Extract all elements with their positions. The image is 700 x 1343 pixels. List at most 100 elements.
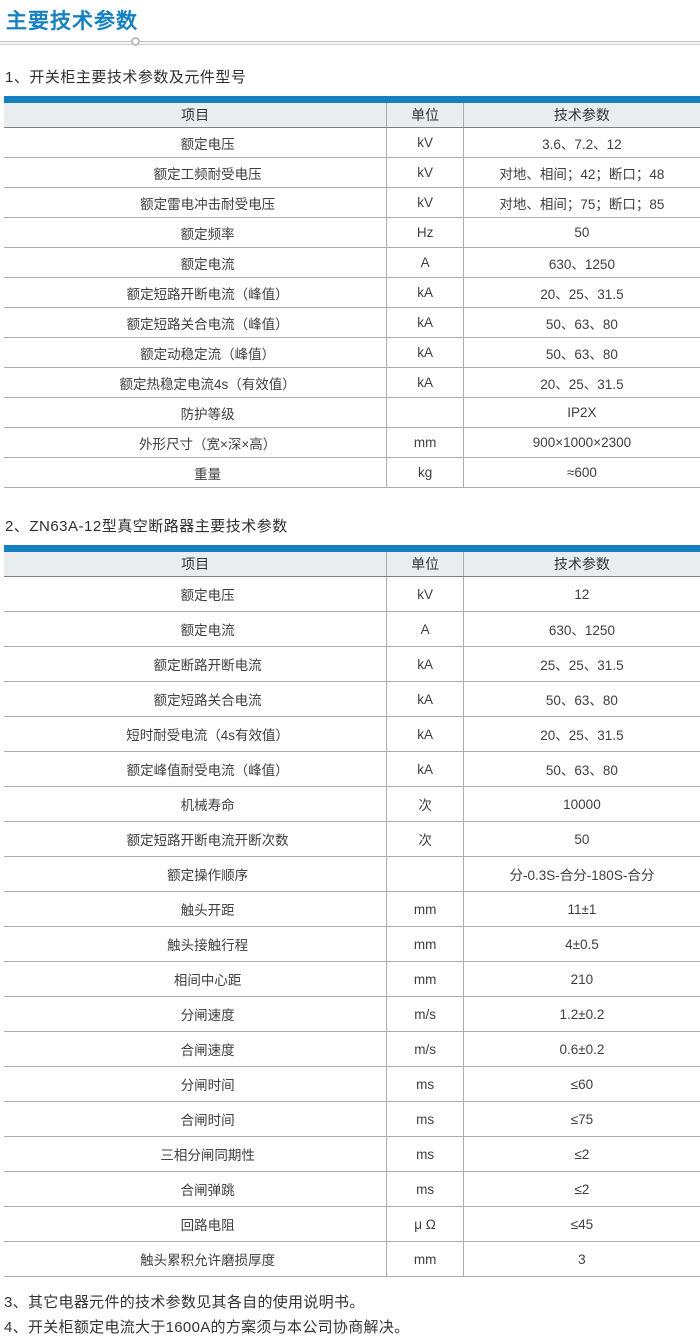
spec-item-label: 额定短路关合电流（峰值） <box>4 307 387 338</box>
spec-unit: m/s <box>386 996 464 1032</box>
spec-unit <box>386 856 464 892</box>
spec-value: ≤75 <box>463 1101 700 1137</box>
spec-value: 对地、相间；42；断口；48 <box>463 157 700 188</box>
spec-value: 900×1000×2300 <box>463 427 700 458</box>
spec-value: ≤2 <box>463 1171 700 1207</box>
spec-unit: kA <box>386 716 464 752</box>
spec-item-label: 额定短路开断电流（峰值） <box>4 277 387 308</box>
table-row: 额定热稳定电流4s（有效值） kA 20、25、31.5 <box>4 367 700 398</box>
spec-item-label: 额定峰值耐受电流（峰值） <box>4 751 387 787</box>
spec-item-label: 额定雷电冲击耐受电压 <box>4 187 387 218</box>
spec-value: 4±0.5 <box>463 926 700 962</box>
table-row: 额定短路开断电流开断次数 次 50 <box>4 821 700 857</box>
table-row: 分闸速度 m/s 1.2±0.2 <box>4 996 700 1032</box>
spec-value: 12 <box>463 576 700 612</box>
spec-item-label: 额定动稳定流（峰值） <box>4 337 387 368</box>
spec-value: 630、1250 <box>463 247 700 278</box>
table-row: 短时耐受电流（4s有效值） kA 20、25、31.5 <box>4 716 700 752</box>
spec-item-label: 重量 <box>4 457 387 488</box>
spec-value: 3 <box>463 1241 700 1277</box>
spec-value: IP2X <box>463 397 700 428</box>
table-header-row: 项目 单位 技术参数 <box>4 99 700 128</box>
spec-value: 630、1250 <box>463 611 700 647</box>
spec-unit: kA <box>386 307 464 338</box>
table-row: 额定短路关合电流 kA 50、63、80 <box>4 681 700 717</box>
spec-unit: 次 <box>386 786 464 822</box>
table-row: 合闸速度 m/s 0.6±0.2 <box>4 1031 700 1067</box>
table-row: 合闸弹跳 ms ≤2 <box>4 1171 700 1207</box>
footnotes: 3、其它电器元件的技术参数见其各自的使用说明书。 4、开关柜额定电流大于1600… <box>4 1290 700 1340</box>
spec-unit: mm <box>386 1241 464 1277</box>
spec-item-label: 额定频率 <box>4 217 387 248</box>
spec-value: 210 <box>463 961 700 997</box>
column-header-value: 技术参数 <box>463 99 700 128</box>
spec-value: 1.2±0.2 <box>463 996 700 1032</box>
spec-value: 50、63、80 <box>463 681 700 717</box>
switchgear-spec-table: 项目 单位 技术参数 额定电压 kV 3.6、7.2、12 额定工频耐受电压 <box>4 96 700 488</box>
table-row: 防护等级 IP2X <box>4 397 700 428</box>
spec-value: ≈600 <box>463 457 700 488</box>
table-row: 额定短路关合电流（峰值） kA 50、63、80 <box>4 307 700 338</box>
table-row: 三相分闸同期性 ms ≤2 <box>4 1136 700 1172</box>
spec-item-label: 额定电压 <box>4 576 387 612</box>
spec-item-label: 三相分闸同期性 <box>4 1136 387 1172</box>
breaker-spec-table: 项目 单位 技术参数 额定电压 kV 12 额定电流 A <box>4 545 700 1277</box>
section-breaker-params: 2、ZN63A-12型真空断路器主要技术参数 项目 单位 技术参数 额定电压 k… <box>0 518 700 1277</box>
spec-value: 50 <box>463 217 700 248</box>
spec-item-label: 触头开距 <box>4 891 387 927</box>
spec-item-label: 额定热稳定电流4s（有效值） <box>4 367 387 398</box>
spec-item-label: 合闸弹跳 <box>4 1171 387 1207</box>
table-row: 额定电流 A 630、1250 <box>4 611 700 647</box>
spec-unit: A <box>386 611 464 647</box>
spec-item-label: 额定短路关合电流 <box>4 681 387 717</box>
spec-unit: μ Ω <box>386 1206 464 1242</box>
spec-value: 11±1 <box>463 891 700 927</box>
table-row: 额定电流 A 630、1250 <box>4 247 700 278</box>
spec-unit: kV <box>386 127 464 158</box>
spec-value: 3.6、7.2、12 <box>463 127 700 158</box>
table-row: 额定短路开断电流（峰值） kA 20、25、31.5 <box>4 277 700 308</box>
divider-ring-icon <box>131 37 140 46</box>
table-row: 触头接触行程 mm 4±0.5 <box>4 926 700 962</box>
spec-unit: mm <box>386 891 464 927</box>
spec-item-label: 额定操作顺序 <box>4 856 387 892</box>
table-row: 机械寿命 次 10000 <box>4 786 700 822</box>
spec-item-label: 分闸速度 <box>4 996 387 1032</box>
spec-item-label: 机械寿命 <box>4 786 387 822</box>
spec-unit: ms <box>386 1136 464 1172</box>
spec-value: 分-0.3S-合分-180S-合分 <box>463 856 700 892</box>
spec-unit: Hz <box>386 217 464 248</box>
spec-value: 50、63、80 <box>463 751 700 787</box>
spec-value: 20、25、31.5 <box>463 716 700 752</box>
spec-unit: mm <box>386 961 464 997</box>
spec-item-label: 额定电流 <box>4 247 387 278</box>
spec-item-label: 合闸时间 <box>4 1101 387 1137</box>
section2-heading: 2、ZN63A-12型真空断路器主要技术参数 <box>5 518 288 535</box>
spec-unit: ms <box>386 1171 464 1207</box>
table-row: 额定峰值耐受电流（峰值） kA 50、63、80 <box>4 751 700 787</box>
table-row: 触头开距 mm 11±1 <box>4 891 700 927</box>
spec-item-label: 额定工频耐受电压 <box>4 157 387 188</box>
spec-value: 10000 <box>463 786 700 822</box>
spec-unit: m/s <box>386 1031 464 1067</box>
spec-value: 20、25、31.5 <box>463 277 700 308</box>
spec-unit: kA <box>386 681 464 717</box>
table-row: 相间中心距 mm 210 <box>4 961 700 997</box>
spec-unit: A <box>386 247 464 278</box>
table-header-row: 项目 单位 技术参数 <box>4 548 700 577</box>
column-header-unit: 单位 <box>386 99 464 128</box>
spec-unit: kg <box>386 457 464 488</box>
spec-item-label: 额定电压 <box>4 127 387 158</box>
table-row: 触头累积允许磨损厚度 mm 3 <box>4 1241 700 1277</box>
table-row: 分闸时间 ms ≤60 <box>4 1066 700 1102</box>
spec-unit: kA <box>386 646 464 682</box>
table-row: 额定操作顺序 分-0.3S-合分-180S-合分 <box>4 856 700 892</box>
spec-item-label: 额定断路开断电流 <box>4 646 387 682</box>
table-row: 额定电压 kV 3.6、7.2、12 <box>4 127 700 158</box>
spec-value: ≤2 <box>463 1136 700 1172</box>
spec-value: 20、25、31.5 <box>463 367 700 398</box>
spec-unit: kA <box>386 277 464 308</box>
table-row: 回路电阻 μ Ω ≤45 <box>4 1206 700 1242</box>
spec-unit: kV <box>386 157 464 188</box>
spec-item-label: 防护等级 <box>4 397 387 428</box>
